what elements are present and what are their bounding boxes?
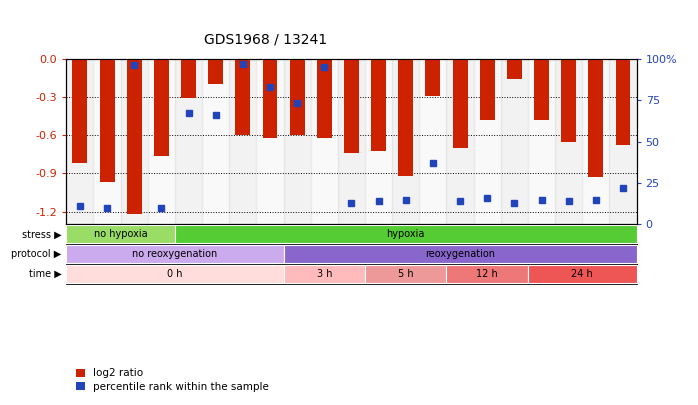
Bar [262,59,277,138]
Bar [202,59,229,224]
Bar [616,59,630,145]
Bar [175,59,202,224]
Text: GDS1968 / 13241: GDS1968 / 13241 [204,32,327,47]
Bar [500,59,528,224]
Bar [290,59,304,135]
Bar [66,225,175,243]
Bar [534,59,549,120]
Bar [528,264,637,283]
Bar [317,59,332,138]
Bar [127,59,142,214]
Bar [561,59,576,142]
Legend: log2 ratio, percentile rank within the sample: log2 ratio, percentile rank within the s… [71,364,274,396]
Bar [338,59,365,224]
Bar [148,59,175,224]
Bar [474,59,500,224]
Text: 3 h: 3 h [316,269,332,279]
Bar [447,264,528,283]
Bar [399,59,413,176]
Text: hypoxia: hypoxia [387,229,425,239]
Bar [507,59,522,79]
Bar [311,59,338,224]
Bar [452,59,468,148]
Bar [283,264,365,283]
Bar [208,59,223,84]
Bar [528,59,555,224]
Bar [283,59,311,224]
Bar [73,59,87,163]
Bar [582,59,609,224]
Bar [66,245,283,263]
Text: time ▶: time ▶ [29,269,61,279]
Bar [256,59,283,224]
Bar [371,59,386,151]
Text: protocol ▶: protocol ▶ [11,249,61,259]
Text: 12 h: 12 h [476,269,498,279]
Bar [283,245,637,263]
Text: 24 h: 24 h [572,269,593,279]
Bar [235,59,251,135]
Bar [447,59,474,224]
Bar [66,59,94,224]
Text: reoxygenation: reoxygenation [425,249,495,259]
Bar [229,59,256,224]
Text: stress ▶: stress ▶ [22,229,61,239]
Bar [100,59,114,182]
Bar [365,59,392,224]
Bar [344,59,359,153]
Bar [154,59,169,156]
Bar [181,59,196,98]
Bar [480,59,495,120]
Bar [121,59,148,224]
Bar [555,59,582,224]
Text: 5 h: 5 h [398,269,414,279]
Bar [175,225,637,243]
Text: no reoxygenation: no reoxygenation [133,249,218,259]
Text: no hypoxia: no hypoxia [94,229,147,239]
Bar [609,59,637,224]
Bar [66,264,283,283]
Bar [365,264,447,283]
Bar [426,59,440,96]
Bar [588,59,603,177]
Text: 0 h: 0 h [168,269,183,279]
Bar [94,59,121,224]
Bar [419,59,447,224]
Bar [392,59,419,224]
